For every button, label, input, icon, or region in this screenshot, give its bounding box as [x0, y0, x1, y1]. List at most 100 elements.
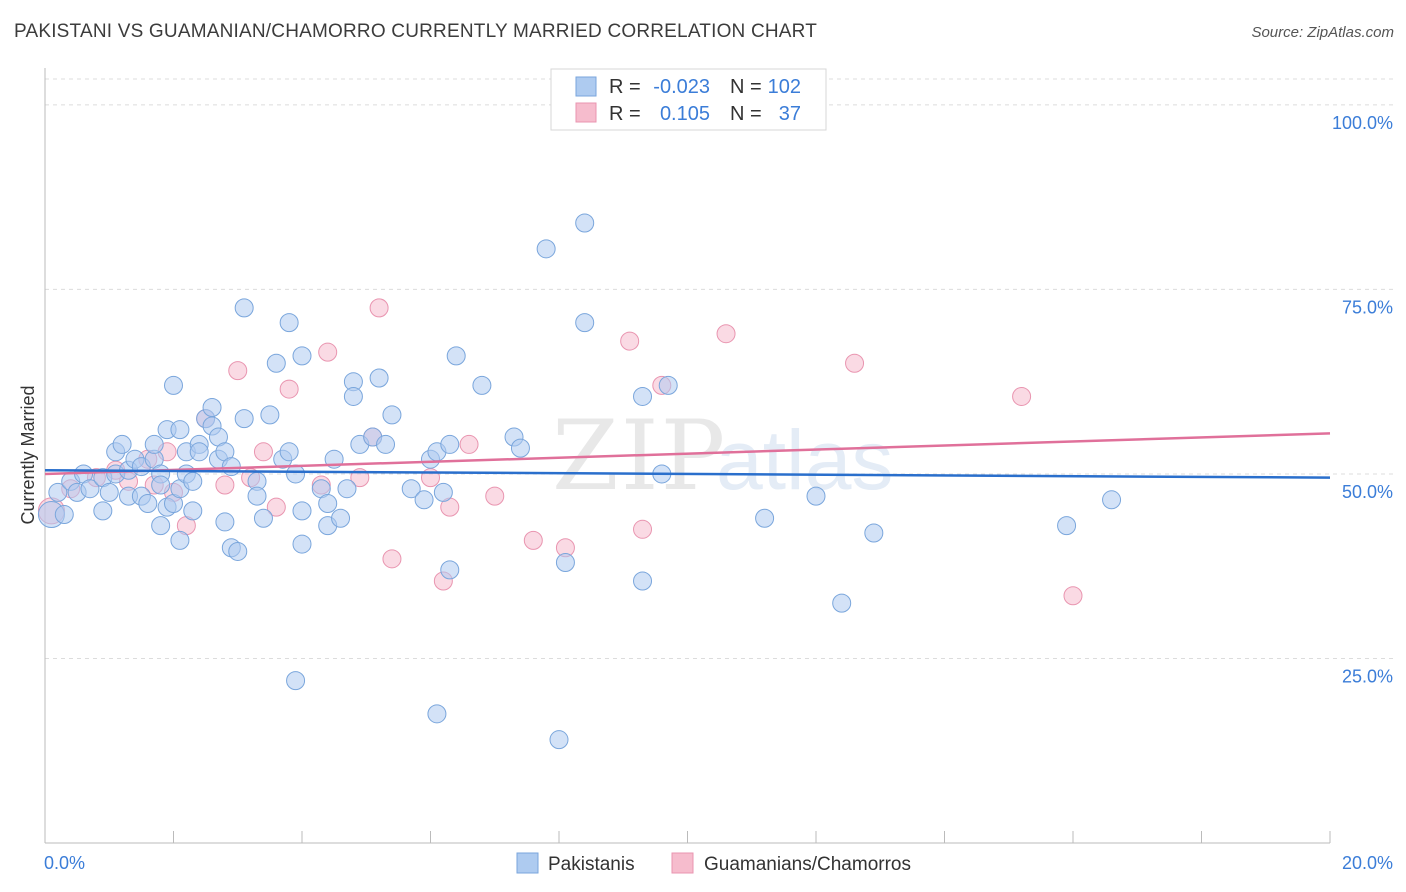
data-point: [459, 434, 479, 454]
series-legend: Pakistanis Guamanians/Chamorros: [516, 852, 911, 875]
data-point: [337, 479, 357, 499]
data-point: [247, 486, 267, 506]
data-point: [138, 493, 158, 513]
data-point: [485, 486, 505, 506]
data-point: [401, 479, 421, 499]
data-point: [1102, 490, 1122, 510]
data-point: [369, 368, 389, 388]
data-point: [549, 730, 569, 750]
data-point: [1063, 586, 1083, 606]
data-point: [318, 493, 338, 513]
data-point: [633, 386, 653, 406]
data-point: [427, 704, 447, 724]
data-point: [48, 482, 68, 502]
data-point: [292, 346, 312, 366]
data-point: [234, 298, 254, 318]
data-point: [318, 342, 338, 362]
data-point: [536, 239, 556, 259]
data-point: [266, 497, 286, 517]
data-point: [523, 530, 543, 550]
data-point: [633, 519, 653, 539]
data-point: [433, 482, 453, 502]
data-point: [164, 375, 183, 395]
data-point: [286, 464, 306, 484]
data-point: [144, 434, 164, 454]
data-point: [221, 457, 241, 477]
legend-swatch-guamanians: [575, 102, 597, 123]
legend-label-pakistanis: Pakistanis: [548, 854, 635, 875]
trend-layer: [44, 432, 1331, 479]
y-tick-label: 50.0%: [1342, 482, 1393, 502]
legend-swatch-pakistanis: [516, 852, 539, 874]
data-point: [228, 361, 248, 381]
data-point: [755, 508, 775, 528]
data-point: [343, 386, 363, 406]
data-point: [266, 353, 286, 373]
y-tick-label: 100.0%: [1332, 113, 1393, 133]
data-point: [170, 530, 190, 550]
data-point: [151, 516, 171, 536]
axis-layer: [44, 68, 1330, 844]
y-tick-label: 25.0%: [1342, 666, 1393, 686]
data-point: [80, 479, 100, 499]
chart-title: PAKISTANI VS GUAMANIAN/CHAMORRO CURRENTL…: [14, 21, 818, 42]
legend-swatch-pakistanis: [575, 76, 597, 97]
data-point: [93, 501, 113, 521]
trend-line-pakistanis: [44, 469, 1331, 479]
data-point: [864, 523, 884, 543]
data-point: [151, 475, 171, 495]
data-point: [112, 434, 132, 454]
legend-n-label: N =: [730, 76, 762, 98]
data-point: [260, 405, 280, 425]
data-point: [633, 571, 653, 591]
legend-r-label: R =: [609, 103, 641, 125]
legend-r-value: -0.023: [653, 76, 710, 98]
data-point: [658, 375, 678, 395]
legend-n-value: 102: [768, 76, 801, 98]
data-point: [170, 420, 190, 440]
data-point: [234, 409, 254, 429]
data-point: [279, 313, 299, 333]
legend-n-value: 37: [779, 103, 801, 125]
legend-r-label: R =: [609, 76, 641, 98]
data-point: [331, 508, 351, 528]
data-point: [716, 324, 736, 344]
y-axis-label: Currently Married: [18, 385, 38, 524]
data-point: [510, 438, 530, 458]
data-point: [376, 434, 396, 454]
data-point: [620, 331, 640, 351]
data-point: [279, 442, 299, 462]
data-point: [253, 508, 273, 528]
legend-box: [550, 68, 827, 131]
trend-line-guamanians: [44, 432, 1331, 476]
legend-label-guamanians: Guamanians/Chamorros: [704, 854, 911, 875]
x-tick-label: 20.0%: [1342, 853, 1393, 873]
data-point: [446, 346, 466, 366]
data-point: [369, 298, 389, 318]
data-point: [472, 375, 492, 395]
data-point: [215, 512, 235, 532]
y-tick-label: 75.0%: [1342, 297, 1393, 317]
data-point: [440, 434, 460, 454]
data-point: [228, 541, 248, 561]
data-point: [279, 379, 299, 399]
data-point: [189, 442, 209, 462]
data-point: [286, 671, 306, 691]
legend-swatch-guamanians: [671, 852, 694, 874]
data-point: [440, 560, 460, 580]
data-point: [555, 553, 575, 573]
data-point: [382, 549, 402, 569]
data-point: [253, 442, 273, 462]
data-point: [183, 501, 203, 521]
data-point: [215, 475, 235, 495]
data-point: [292, 534, 312, 554]
data-point: [1012, 386, 1032, 406]
data-point: [414, 490, 434, 510]
data-point: [202, 398, 222, 418]
data-point: [1057, 516, 1077, 536]
data-point: [575, 313, 595, 333]
data-point: [575, 213, 595, 233]
data-point: [832, 593, 852, 613]
data-point: [292, 501, 312, 521]
